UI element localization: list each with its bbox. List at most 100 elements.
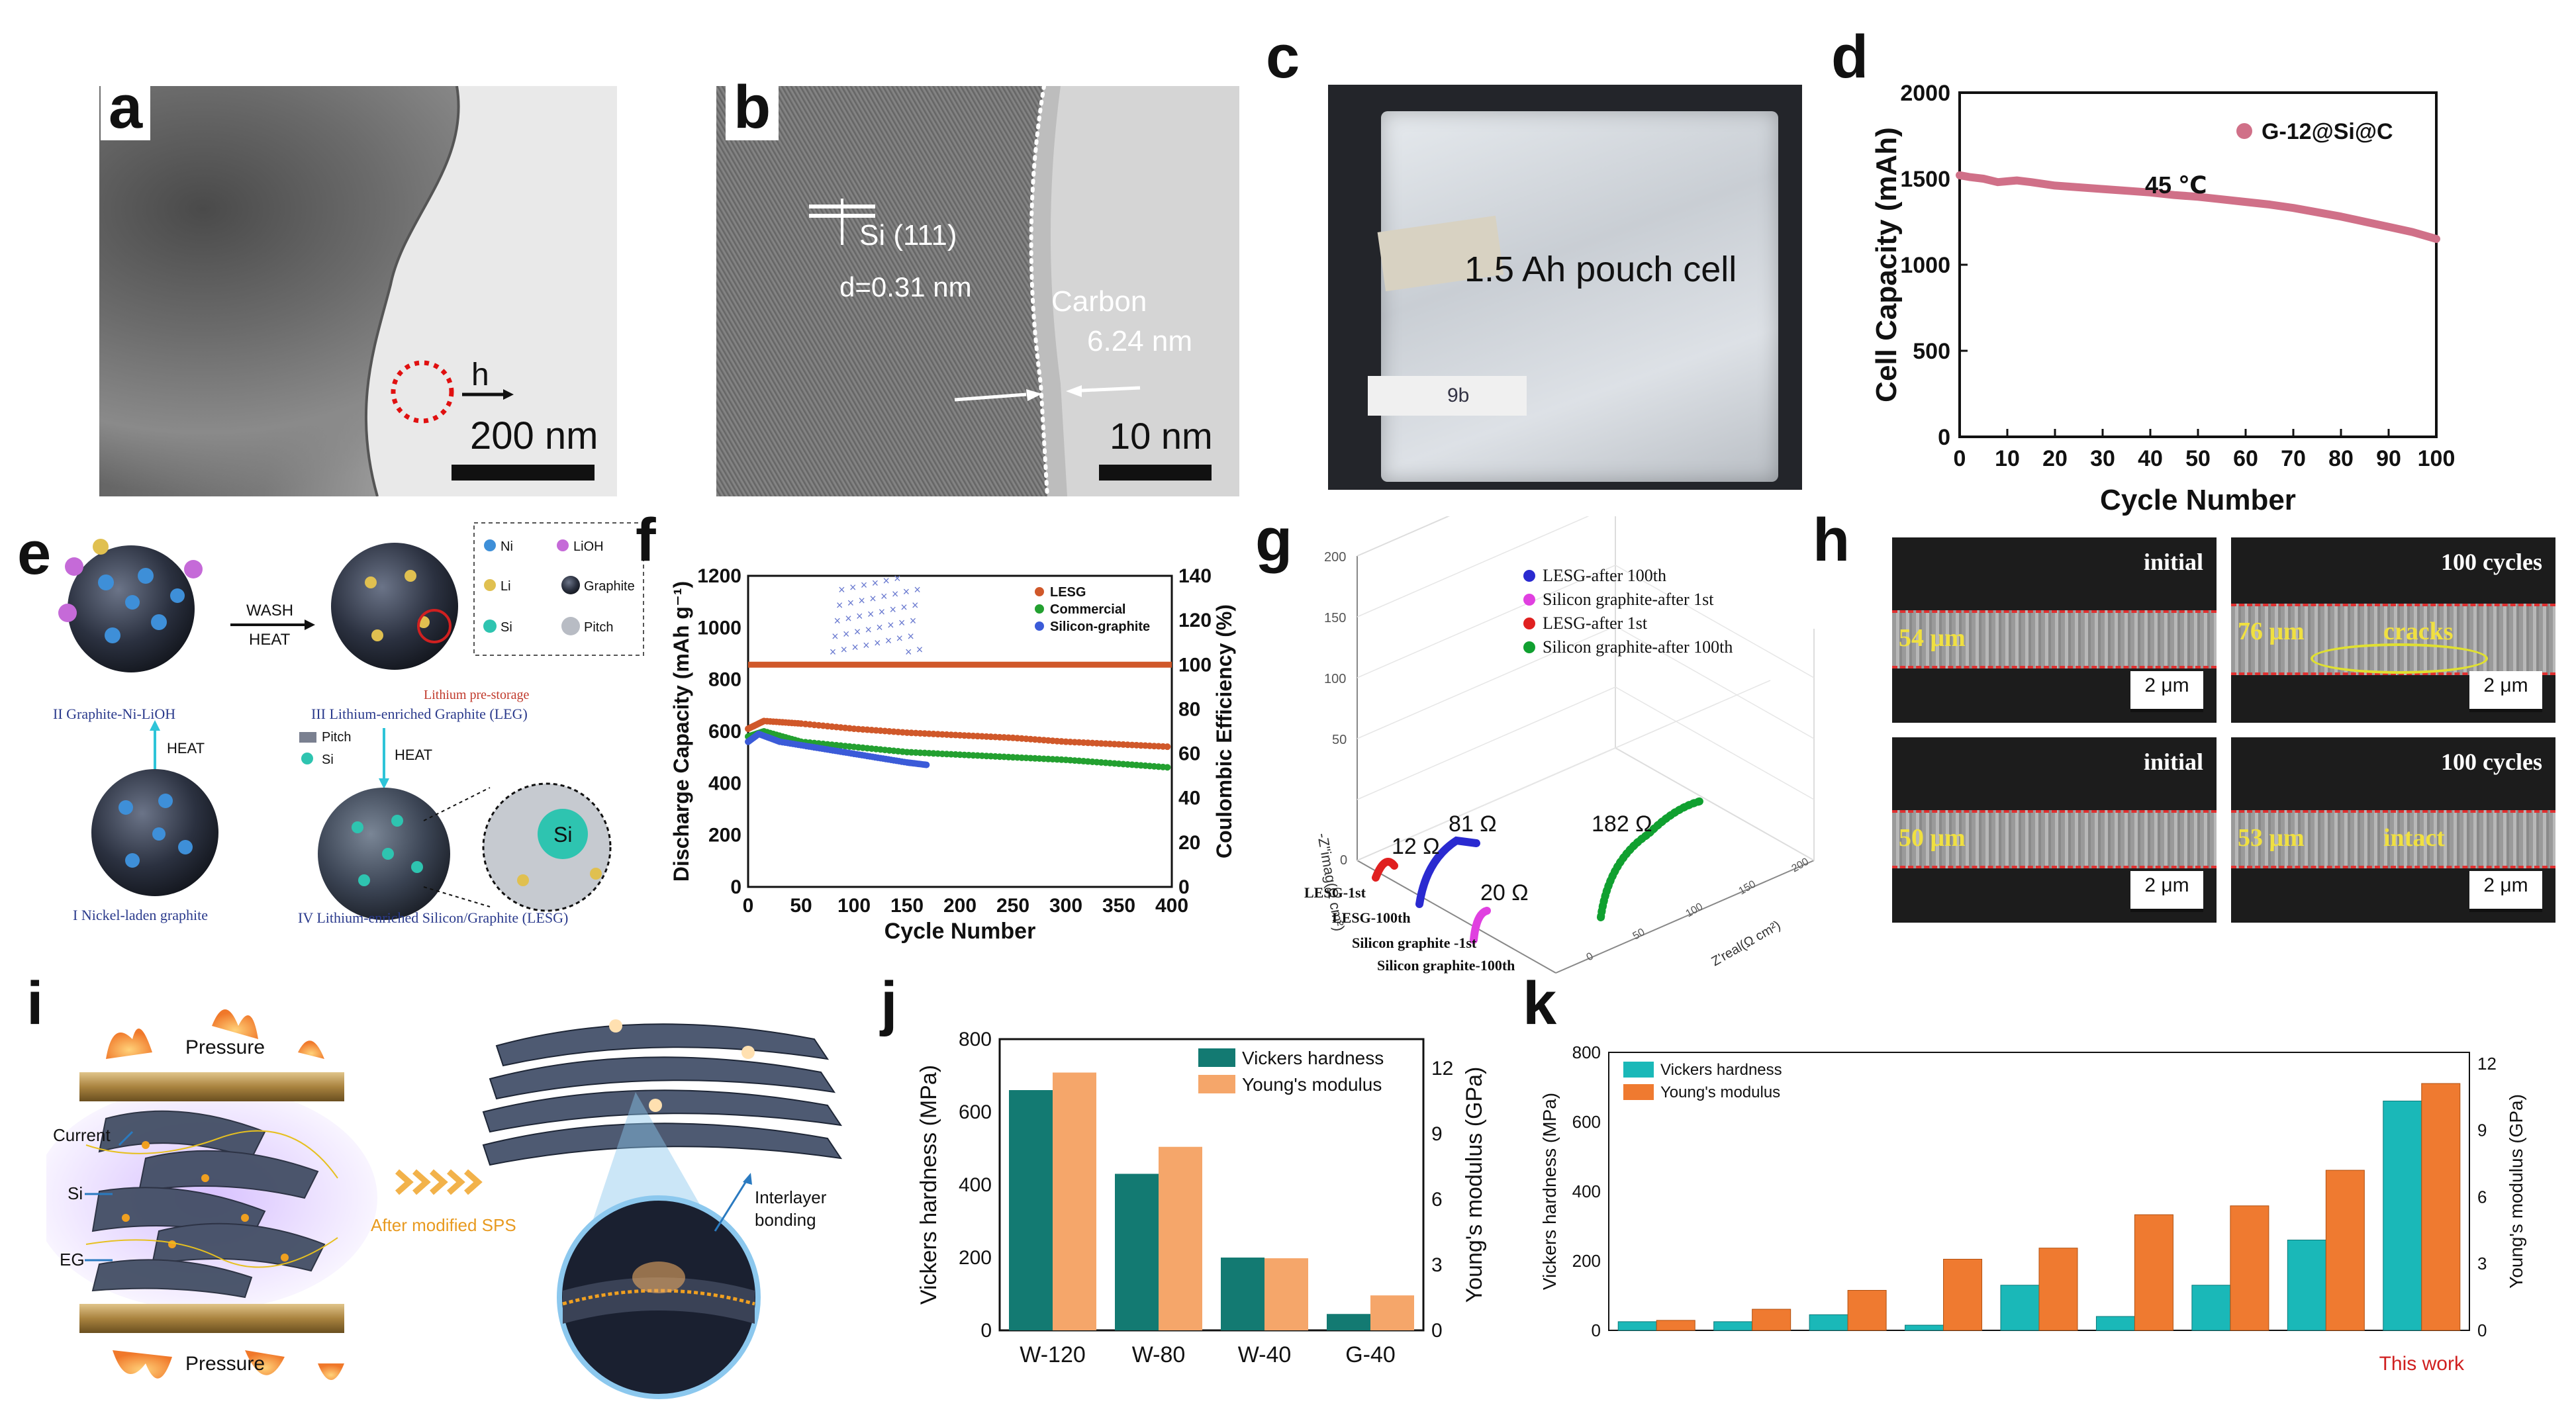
chart-d-xtick-label: 100 [2418,446,2456,471]
chart-f-xtick-label: 350 [1102,895,1135,917]
chart-f-ce-cross: × [834,614,841,627]
chart-d-point [1980,175,1987,182]
sem-state: initial [2143,749,2203,775]
chart-k-bar-modulus [1656,1320,1695,1331]
panel-e-caption-IV: IV Lithium-enriched Silicon/Graphite (LE… [298,909,568,926]
panel-i-si: Si [68,1183,83,1203]
chart-k-ytick-label: 600 [1572,1112,1601,1132]
chart-f-ce-cross: × [872,576,879,590]
chart-f-point-2 [923,761,930,768]
chart-j-category-label: W-40 [1238,1342,1292,1367]
sem-cell: initial 54 μm 2 μm [1892,537,2217,723]
chart-d-xtick-label: 60 [2233,446,2258,471]
sem-scale: 2 μm [2130,671,2203,712]
sem-layer [1892,810,2217,868]
chart-j-category-label: G-40 [1345,1342,1396,1367]
chart-f-ce-cross: × [854,625,861,639]
sem-cell: 100 cycles 53 μm intact 2 μm [2231,737,2555,923]
chart-f-legend-marker [1035,621,1044,631]
chart-k-y2tick-label: 0 [2477,1320,2487,1340]
chart-f-ytick-label: 400 [708,772,741,794]
chart-k-legend-label: Young's modulus [1660,1083,1780,1101]
chart-j-ytick-label: 600 [959,1101,992,1123]
panel-g-r-81: 81 Ω [1449,811,1497,837]
chart-j-legend-label: Young's modulus [1242,1074,1382,1095]
panel-f-letter: f [636,506,656,574]
chart-k-y2tick-label: 3 [2477,1254,2487,1273]
chart-d-point [2338,213,2344,220]
panel-c-pouch-body [1381,111,1778,482]
chart-d-xtick-label: 20 [2042,446,2068,471]
chart-j-bar-modulus [1370,1295,1414,1330]
chart-d-point [2052,182,2058,189]
chart-f-legend-label: Commercial [1050,602,1126,617]
chart-j-ytick-label: 0 [980,1320,992,1342]
chart-f-ytick-label: 1000 [697,617,741,639]
chart-d-point [2195,193,2201,201]
chart-j-bar-hardness [1009,1090,1053,1330]
chart-f-ce-cross: × [905,645,912,659]
panel-c-pouch-photo: 9b 1.5 Ah pouch cell [1328,85,1802,490]
chart-d-point [2385,223,2392,230]
chart-j-legend-label: Vickers hardness [1242,1048,1384,1068]
sem-thickness: 76 μm [2238,618,2305,645]
panel-b-overlay: Si (111) d=0.31 nm Carbon 6.24 nm 10 nm [809,86,1239,496]
chart-d-ytick-label: 2000 [1900,81,1950,106]
panel-j-chart: 0 200 400 600 800 0 3 6 9 12 Vickers hardness (MPa… [916,1029,1487,1367]
panel-j-letter: j [881,970,898,1037]
chart-d-xtick-label: 40 [2138,446,2163,471]
chart-d-point [2013,177,2021,184]
panel-g-ztick-1: 150 [1324,611,1346,625]
sem-scale-label: 2 μm [2144,674,2189,696]
chart-f-ce-cross: × [863,639,870,652]
chart-k-bar-hardness [2383,1101,2422,1331]
chart-k-legend-swatch [1623,1084,1654,1100]
chart-j-y2tick-label: 6 [1431,1189,1443,1211]
chart-f-ylabel: Discharge Capacity (mAh g⁻¹) [669,581,693,882]
chart-j-ytick-label: 800 [959,1029,992,1050]
chart-k-ytick-label: 800 [1572,1042,1601,1062]
chart-f-y2tick-label: 100 [1178,654,1212,676]
sem-thickness: 54 μm [1899,624,1966,652]
panel-d-letter: d [1831,23,1869,91]
sem-scale: 2 μm [2469,871,2542,912]
chart-j-y2tick-label: 3 [1431,1254,1443,1276]
panel-g-ztick-2: 100 [1324,672,1346,686]
panel-i-pressure-bottom: Pressure [185,1353,265,1375]
panel-h-letter: h [1813,506,1850,574]
chart-f-xtick-label: 300 [1049,895,1082,917]
panel-e-prestorage: Lithium pre-storage [424,688,530,702]
panel-e-schematic: WASH HEAT Lithium pre-storage Ni LiOH Li… [53,522,644,926]
nyquist-lesg-1st [1372,858,1398,882]
chart-k-bar-hardness [1905,1324,1944,1331]
chart-f-xtick-label: 0 [743,895,754,917]
chart-f-ce-cross: × [896,632,904,645]
chart-k-ytick-label: 400 [1572,1181,1601,1201]
chart-f-ce-cross: × [845,612,852,625]
chart-f-ce-cross: × [843,627,850,641]
chart-k-legend-label: Vickers hardness [1660,1061,1782,1079]
panel-g-cycle-1: LESG-100th [1332,909,1411,926]
legend-ni: Ni [501,539,513,554]
panel-b-letter: b [726,74,779,140]
panel-g-letter: g [1255,506,1293,574]
chart-j-frame [998,1038,1425,1332]
chart-f-y2tick-label: 140 [1178,565,1212,587]
panel-i-top-plate [79,1072,344,1101]
chart-f-ce-cross: × [838,583,845,596]
chart-j-bar-hardness [1327,1314,1370,1330]
chart-f-xtick-label: 50 [790,895,812,917]
panel-e-letter: e [17,520,52,587]
chart-d-point [2266,201,2273,208]
chart-k-bar-hardness [2191,1285,2231,1331]
chart-f-ytick-label: 200 [708,825,741,847]
sem-note: intact [2383,824,2445,852]
panel-b-hrtem-image: Si (111) d=0.31 nm Carbon 6.24 nm 10 nm [716,86,1239,496]
panel-g-cycle-3: Silicon graphite-100th [1377,957,1515,974]
chart-d-ylabel: Cell Capacity (mAh) [1870,127,1903,402]
sem-scale: 2 μm [2469,671,2542,712]
chart-f-ce-cross: × [894,572,901,585]
chart-d-annotation: 45 ℃ [2145,171,2207,199]
panel-i-bonding-1: Interlayer [755,1187,827,1207]
chart-d-xtick-label: 0 [1954,446,1966,471]
